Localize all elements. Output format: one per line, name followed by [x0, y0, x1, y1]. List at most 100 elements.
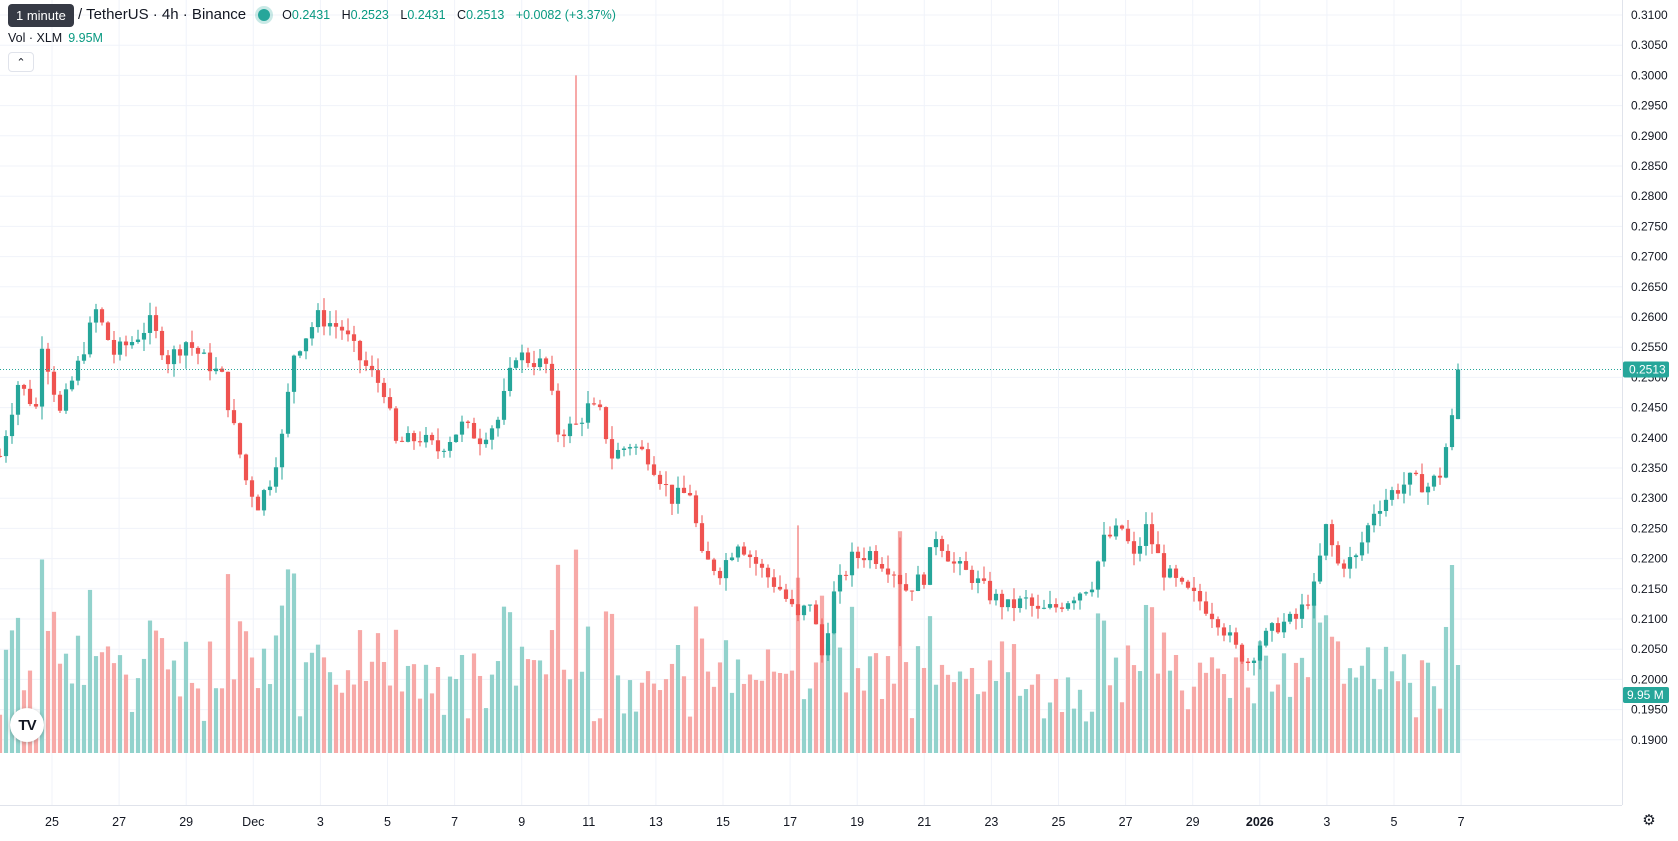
- volume-bar: [891, 683, 897, 753]
- volume-bar: [1455, 665, 1461, 753]
- candle-body: [387, 397, 393, 409]
- volume-bar: [99, 652, 105, 753]
- volume-bar: [963, 678, 969, 753]
- chart-pane[interactable]: [0, 0, 1622, 805]
- candle-body: [723, 560, 729, 579]
- volume-bar: [369, 661, 375, 753]
- volume-bar: [777, 672, 783, 753]
- candle-body: [843, 574, 849, 576]
- price-tick-label: 0.1950: [1631, 703, 1668, 717]
- candle-body: [711, 559, 717, 571]
- candle-body: [1407, 472, 1413, 485]
- candle-body: [981, 578, 987, 581]
- candle-body: [447, 442, 453, 451]
- volume-value: 9.95M: [68, 31, 103, 45]
- candle-body: [549, 363, 555, 391]
- volume-bar: [1275, 684, 1281, 753]
- tradingview-logo[interactable]: TV: [10, 708, 44, 742]
- volume-bar: [147, 620, 153, 753]
- volume-bar: [705, 671, 711, 753]
- volume-bar: [1437, 708, 1443, 753]
- candle-body: [1323, 524, 1329, 556]
- volume-bar: [1365, 647, 1371, 753]
- time-tick-label: 27: [112, 815, 126, 829]
- candle-body: [615, 449, 621, 459]
- candle-body: [123, 341, 129, 346]
- volume-bar: [483, 708, 489, 753]
- candle-body: [1257, 645, 1263, 661]
- volume-bar: [1401, 654, 1407, 753]
- candle-body: [879, 563, 885, 569]
- candle-body: [465, 421, 471, 423]
- candle-body: [435, 440, 441, 452]
- time-tick-label: 21: [917, 815, 931, 829]
- candle-body: [39, 348, 45, 407]
- volume-bar: [675, 645, 681, 753]
- collapse-legend-button[interactable]: ⌃: [8, 52, 34, 72]
- volume-bar: [291, 573, 297, 753]
- candle-body: [471, 422, 477, 439]
- volume-bar: [687, 716, 693, 753]
- volume-bar: [1077, 689, 1083, 753]
- volume-bar: [1065, 677, 1071, 753]
- volume-bar: [1443, 626, 1449, 753]
- time-axis[interactable]: 25 27 29 Dec 3 5 7 9 11 13 15 17 19 21 23 25 27 29 2026 3 5 7: [0, 805, 1622, 836]
- volume-bar: [879, 698, 885, 753]
- candle-body: [777, 586, 783, 590]
- volume-bar: [1383, 646, 1389, 753]
- candle-body: [495, 419, 501, 429]
- candle-body: [1359, 542, 1365, 556]
- volume-bar: [1089, 711, 1095, 753]
- gear-icon[interactable]: ⚙: [1642, 812, 1656, 829]
- candle-body: [69, 380, 75, 390]
- volume-bar: [1257, 641, 1263, 753]
- candle-body: [837, 574, 843, 592]
- time-tick-label: Dec: [242, 815, 264, 829]
- change-value: +0.0082 (+3.37%): [515, 7, 616, 22]
- volume-bar: [519, 646, 525, 753]
- candle-body: [1029, 597, 1035, 606]
- volume-bar: [855, 668, 861, 753]
- volume-bar: [1419, 660, 1425, 753]
- candle-body: [1101, 534, 1107, 562]
- volume-bar: [93, 656, 99, 753]
- volume-bar: [477, 675, 483, 753]
- volume-legend[interactable]: Vol · XLM 9.95M: [8, 31, 103, 45]
- candle-body: [1059, 607, 1065, 609]
- symbol-title[interactable]: / TetherUS · 4h · Binance: [78, 6, 247, 23]
- volume-bar: [1113, 657, 1119, 753]
- volume-bar: [819, 595, 825, 753]
- volume-bar: [1017, 695, 1023, 753]
- candle-body: [651, 464, 657, 475]
- volume-bar: [57, 663, 63, 753]
- candle-body: [789, 598, 795, 605]
- price-tick-label: 0.2200: [1631, 552, 1668, 566]
- volume-bar: [789, 670, 795, 753]
- candle-body: [1071, 600, 1077, 604]
- volume-bar: [1287, 696, 1293, 753]
- candle-body: [1311, 581, 1317, 606]
- candle-body: [849, 551, 855, 576]
- candle-body: [729, 557, 735, 561]
- candle-body: [1155, 544, 1161, 554]
- candle-body: [429, 434, 435, 441]
- volume-bar: [1425, 662, 1431, 753]
- volume-bar: [129, 711, 135, 753]
- candlestick-chart[interactable]: [0, 0, 1622, 805]
- candle-body: [267, 486, 273, 491]
- volume-bar: [681, 676, 687, 753]
- volume-bar: [51, 611, 57, 753]
- candle-body: [975, 578, 981, 583]
- candle-body: [423, 434, 429, 443]
- candle-body: [693, 495, 699, 524]
- volume-bar: [207, 641, 213, 753]
- volume-bar: [249, 657, 255, 753]
- candle-body: [945, 550, 951, 562]
- volume-bar: [1233, 657, 1239, 753]
- volume-bar: [987, 660, 993, 753]
- market-status-icon[interactable]: [258, 8, 271, 21]
- candle-body: [87, 322, 93, 355]
- volume-bar: [1191, 686, 1197, 753]
- price-axis[interactable]: 0.3100 0.3050 0.3000 0.2950 0.2900 0.2850 0.28…: [1622, 0, 1678, 805]
- candle-body: [573, 423, 579, 425]
